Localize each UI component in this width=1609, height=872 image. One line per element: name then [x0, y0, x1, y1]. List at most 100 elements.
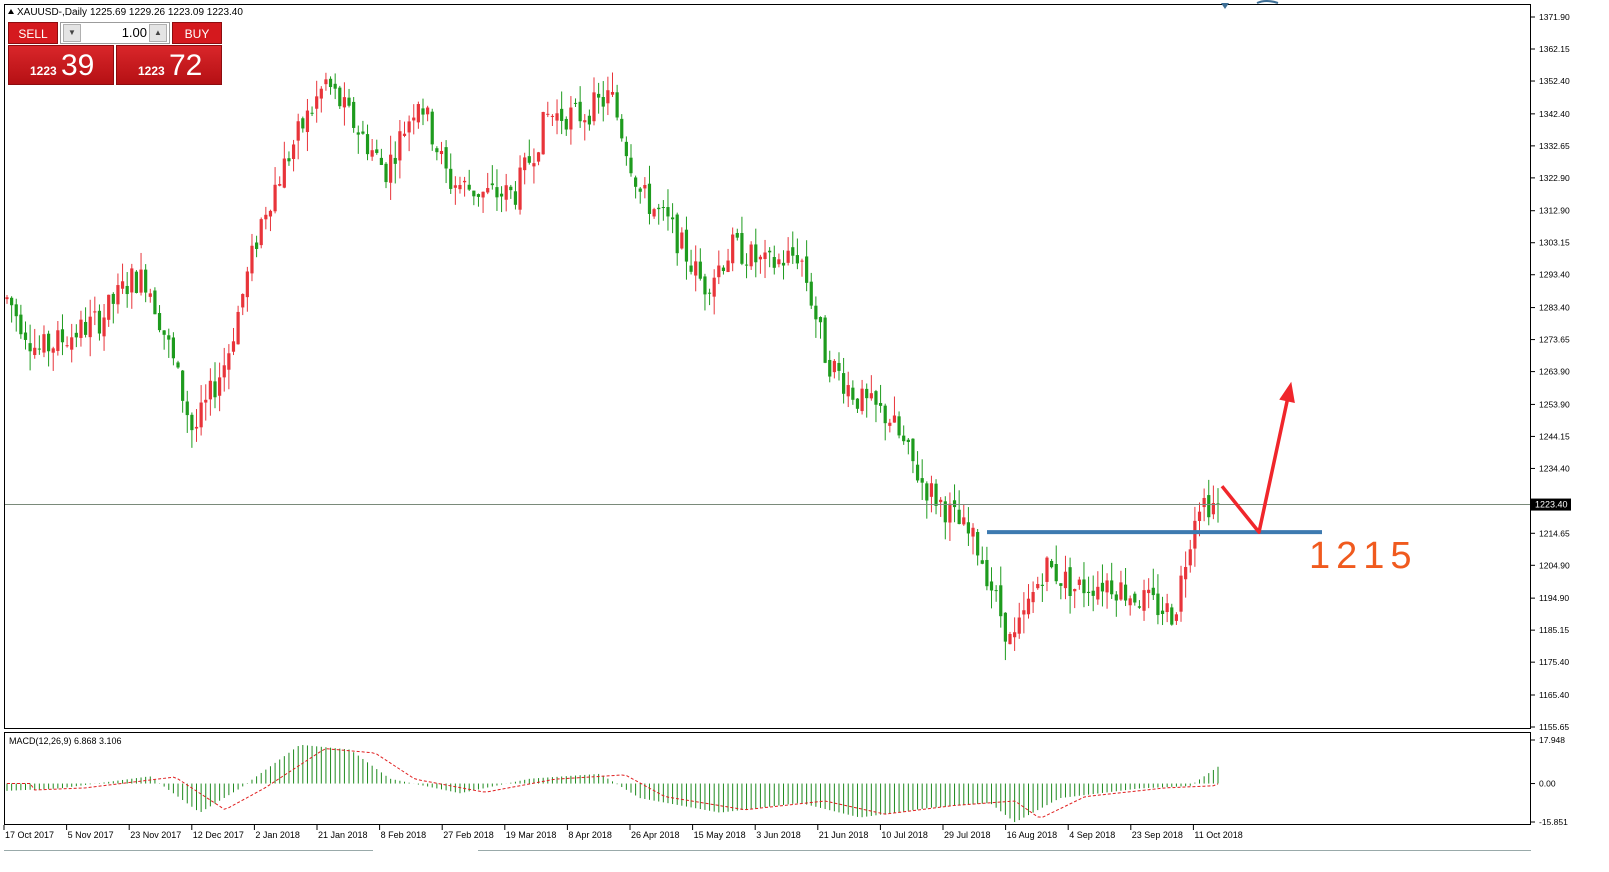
candle-body	[952, 500, 957, 508]
candle-body	[1197, 511, 1202, 522]
candle-body	[453, 185, 457, 188]
candle-body	[707, 292, 712, 294]
price-tick-label: 1194.90	[1539, 593, 1569, 603]
candle-body	[194, 426, 199, 429]
price-tick-label: 1303.15	[1539, 238, 1570, 248]
macd-signal-line	[7, 748, 1219, 818]
candle-body	[412, 117, 416, 121]
candle-body	[518, 167, 522, 210]
ohlc-text: 1225.69 1229.26 1223.09 1223.40	[90, 7, 243, 18]
candle-body	[328, 78, 333, 88]
candle-body	[287, 158, 291, 162]
candle-body	[842, 373, 846, 394]
time-tick-label: 15 May 2018	[694, 830, 746, 840]
candle-body	[430, 111, 434, 145]
lot-size-input[interactable]: ▼ 1.00 ▲	[60, 22, 170, 44]
candle-body	[855, 398, 860, 409]
candle-body	[157, 313, 162, 331]
candle-body	[1165, 603, 1169, 613]
candle-body	[398, 131, 402, 161]
sell-price[interactable]: 1223 39	[8, 45, 114, 85]
candle-body	[365, 134, 370, 155]
candle-body	[116, 285, 120, 305]
candle-body	[1040, 584, 1044, 586]
candle-body	[943, 501, 947, 523]
candle-body	[587, 115, 591, 125]
candle-body	[148, 293, 152, 297]
candle-body	[222, 365, 226, 378]
candle-body	[1202, 497, 1206, 508]
candle-body	[1073, 589, 1077, 592]
candle-body	[97, 310, 102, 334]
macd-axis: 17.948 0.00 -15.851	[1530, 735, 1568, 827]
candle-body	[509, 186, 513, 191]
candle-body	[851, 387, 855, 400]
candle-body	[282, 158, 286, 188]
time-tick-label: 17 Oct 2017	[5, 830, 54, 840]
candle-body	[749, 244, 753, 267]
candle-body	[897, 416, 901, 436]
candle-body	[925, 483, 929, 501]
candles-layer	[5, 72, 1220, 661]
candle-body	[689, 265, 693, 272]
main-chart-frame	[4, 4, 1531, 729]
candle-body	[902, 435, 906, 442]
candle-body	[1137, 606, 1142, 608]
candle-body	[1184, 566, 1188, 580]
candle-body	[735, 232, 739, 238]
candle-body	[51, 348, 55, 353]
candle-body	[939, 499, 943, 503]
candle-body	[153, 290, 157, 315]
candle-body	[1211, 503, 1215, 515]
price-tick-label: 1234.40	[1539, 463, 1570, 473]
candle-body	[333, 83, 337, 89]
candle-body	[837, 362, 841, 371]
candle-body	[352, 101, 356, 128]
candle-body	[698, 261, 702, 279]
candle-body	[962, 517, 966, 525]
candle-body	[878, 402, 883, 406]
candle-body	[33, 347, 37, 356]
time-tick-label: 23 Sep 2018	[1132, 830, 1183, 840]
candle-body	[1008, 633, 1012, 645]
candle-body	[171, 337, 175, 359]
lot-increase-icon[interactable]: ▲	[149, 24, 167, 42]
candle-body	[167, 335, 171, 340]
candle-body	[929, 483, 934, 497]
buy-button[interactable]: BUY	[172, 22, 222, 44]
candle-body	[1188, 549, 1192, 566]
macd-tick-label: -15.851	[1539, 817, 1568, 827]
candle-body	[670, 217, 675, 220]
candle-body	[1216, 503, 1220, 505]
candle-body	[744, 264, 749, 266]
candle-body	[828, 359, 832, 377]
candle-body	[989, 581, 994, 591]
candle-body	[120, 281, 125, 289]
candle-body	[661, 207, 665, 209]
candle-body	[740, 233, 744, 264]
lot-decrease-icon[interactable]: ▼	[63, 24, 81, 42]
candle-body	[1086, 591, 1091, 593]
candle-body	[601, 97, 605, 107]
macd-label: MACD(12,26,9) 6.868 3.106	[9, 736, 122, 746]
candle-body	[65, 345, 69, 347]
candle-body	[389, 154, 393, 183]
candle-body	[1091, 590, 1095, 596]
candle-body	[56, 330, 60, 351]
candle-body	[763, 252, 767, 259]
candle-body	[1003, 612, 1007, 642]
candle-body	[957, 509, 961, 525]
candle-body	[800, 260, 804, 262]
candle-body	[846, 385, 850, 397]
sell-button[interactable]: SELL	[8, 22, 58, 44]
sell-price-small: 1223	[30, 64, 57, 78]
candle-body	[134, 271, 139, 293]
candle-body	[305, 110, 310, 133]
buy-price[interactable]: 1223 72	[116, 45, 222, 85]
candle-body	[462, 180, 467, 183]
price-tick-label: 1273.65	[1539, 335, 1570, 345]
candle-body	[583, 120, 587, 123]
time-tick-label: 3 Jun 2018	[756, 830, 801, 840]
candle-body	[273, 184, 277, 212]
